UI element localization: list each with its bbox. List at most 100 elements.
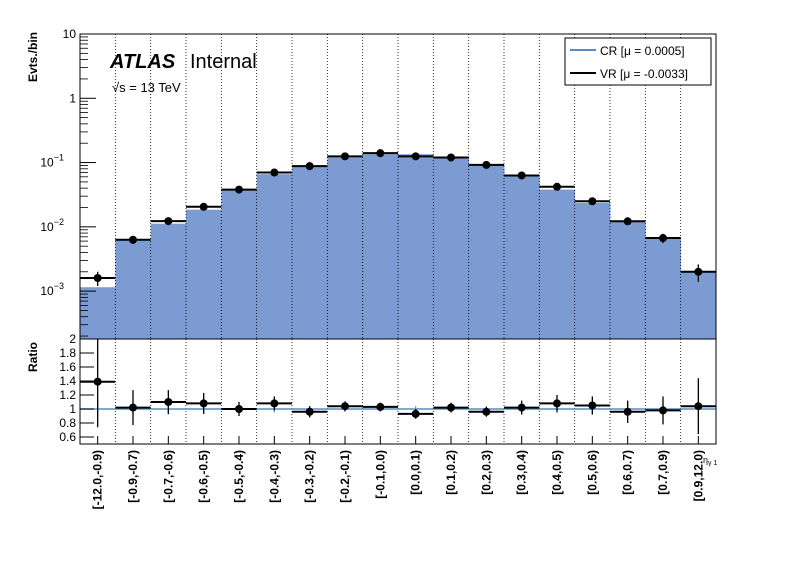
cr-bar bbox=[221, 190, 258, 339]
vr-point bbox=[694, 267, 703, 276]
tick-exponent: −2 bbox=[54, 217, 64, 227]
legend-box bbox=[564, 37, 712, 86]
vr-point bbox=[129, 235, 137, 244]
vr-point bbox=[447, 153, 455, 162]
legend: CR [μ = 0.0005] VR [μ = -0.0033] bbox=[564, 37, 712, 86]
cr-bar bbox=[115, 240, 152, 339]
tick-exponent: −3 bbox=[54, 281, 64, 291]
ratio-point bbox=[517, 403, 526, 412]
bottom-frame bbox=[79, 338, 717, 445]
x-tick-label: [-0.1,0.0) bbox=[373, 450, 387, 499]
ratio-point bbox=[305, 407, 314, 416]
cr-bar bbox=[150, 223, 187, 339]
cr-bar bbox=[433, 157, 470, 339]
cr-bar bbox=[256, 174, 293, 339]
tick-base: 10 bbox=[40, 220, 54, 234]
vr-point bbox=[623, 217, 632, 226]
legend-vr-label: VR [μ = -0.0033] bbox=[600, 67, 688, 81]
vr-point bbox=[270, 168, 279, 177]
bottom-y-tick-label: 2 bbox=[69, 332, 76, 346]
vr-point bbox=[93, 274, 102, 283]
tick-base: 10 bbox=[40, 284, 54, 298]
x-tick-label: [-0.3,-0.2) bbox=[303, 450, 317, 503]
x-tick-label: [0.0,0.1) bbox=[409, 450, 423, 495]
x-tick-label: [-0.2,-0.1) bbox=[338, 450, 352, 503]
vr-point bbox=[199, 202, 208, 211]
x-tick-label: [0.7,0.9) bbox=[656, 450, 670, 495]
x-axis-label: ηγ 1 bbox=[703, 455, 717, 467]
vr-point bbox=[164, 217, 173, 226]
cr-bar bbox=[680, 272, 717, 339]
bottom-y-tick-label: 1.2 bbox=[59, 388, 76, 402]
x-axis-symbol: η bbox=[703, 455, 708, 465]
bottom-y-tick-label: 1.6 bbox=[59, 360, 76, 374]
ratio-point bbox=[694, 402, 703, 411]
cr-bar bbox=[292, 166, 328, 339]
x-tick-label: [0.2,0.3) bbox=[479, 450, 493, 495]
bottom-y-tick-label: 0.6 bbox=[59, 430, 76, 444]
bottom-ylabel: Ratio bbox=[26, 342, 40, 372]
tick-base: 10 bbox=[40, 156, 54, 170]
cr-bar bbox=[504, 175, 540, 339]
ratio-point bbox=[235, 405, 243, 413]
ratio-point bbox=[588, 401, 597, 410]
x-tick-label: [0.5,0.6) bbox=[585, 450, 599, 495]
x-tick-label: [-0.9,-0.7) bbox=[126, 450, 140, 503]
x-tick-label: [0.4,0.5) bbox=[550, 450, 564, 495]
vr-point bbox=[376, 149, 385, 158]
ratio-point bbox=[553, 399, 561, 408]
tick-base: 1 bbox=[69, 91, 76, 105]
ratio-point bbox=[411, 409, 420, 418]
vr-point bbox=[305, 162, 314, 171]
ratio-point bbox=[199, 399, 208, 408]
vr-point bbox=[235, 185, 243, 194]
cr-bar bbox=[645, 237, 682, 339]
ratio-point bbox=[93, 377, 102, 386]
ratio-point bbox=[482, 407, 491, 416]
x-tick-label: [0.6,0.7) bbox=[621, 450, 635, 495]
ratio-point bbox=[341, 402, 349, 411]
cr-bar bbox=[398, 154, 434, 339]
bottom-y-tick-label: 1 bbox=[69, 402, 76, 416]
x-tick-label: [-0.5,-0.4) bbox=[232, 450, 246, 503]
vr-point bbox=[482, 160, 491, 169]
x-tick-label: [0.9,12.0) bbox=[691, 450, 705, 501]
cr-bar bbox=[610, 220, 646, 339]
x-tick-label: [0.1,0.2) bbox=[444, 450, 458, 495]
ratio-point bbox=[623, 407, 632, 416]
top-ylabel: Evts./bin bbox=[26, 32, 40, 82]
energy-sqrt: √s bbox=[112, 80, 126, 95]
tick-exponent: −1 bbox=[54, 153, 64, 163]
cr-bar bbox=[362, 154, 399, 339]
bottom-y-tick-label: 1.4 bbox=[59, 374, 76, 388]
ratio-point bbox=[129, 403, 137, 412]
vr-point bbox=[517, 171, 526, 180]
x-axis-subscript: γ 1 bbox=[708, 460, 717, 467]
cr-bar bbox=[574, 202, 611, 339]
vr-point bbox=[411, 152, 420, 161]
x-tick-label: [0.3,0.4) bbox=[515, 450, 529, 495]
ratio-point bbox=[164, 398, 173, 406]
cr-bar bbox=[327, 157, 364, 339]
vr-point bbox=[341, 152, 349, 161]
branding-energy: √s = 13 TeV bbox=[112, 80, 181, 95]
vr-point bbox=[588, 197, 597, 206]
cr-bar bbox=[468, 164, 505, 339]
top-y-tick-label: 10−1 bbox=[40, 153, 64, 170]
x-tick-label: [-0.4,-0.3) bbox=[267, 450, 281, 503]
ratio-point bbox=[447, 403, 455, 412]
x-tick-label: [-0.6,-0.5) bbox=[197, 450, 211, 503]
branding-internal: Internal bbox=[190, 51, 257, 73]
branding-atlas: ATLAS bbox=[109, 51, 176, 73]
energy-value: = 13 TeV bbox=[126, 80, 181, 95]
vr-point bbox=[553, 182, 561, 191]
x-tick-label: [-0.7,-0.6) bbox=[161, 450, 175, 503]
ratio-point bbox=[659, 406, 667, 415]
cr-bar bbox=[539, 189, 576, 339]
bottom-y-tick-label: 1.8 bbox=[59, 346, 76, 360]
vr-point bbox=[659, 234, 667, 243]
cr-bar bbox=[80, 287, 116, 339]
tick-base: 10 bbox=[63, 27, 77, 41]
top-y-tick-label: 10 bbox=[63, 27, 77, 41]
